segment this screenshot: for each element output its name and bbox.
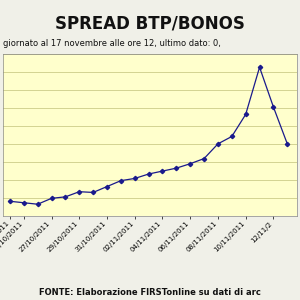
Text: SPREAD BTP/BONOS: SPREAD BTP/BONOS [55,15,245,33]
Text: giornato al 17 novembre alle ore 12, ultimo dato: 0,: giornato al 17 novembre alle ore 12, ult… [3,39,221,48]
Text: FONTE: Elaborazione FIRSTonline su dati di arc: FONTE: Elaborazione FIRSTonline su dati … [39,288,261,297]
